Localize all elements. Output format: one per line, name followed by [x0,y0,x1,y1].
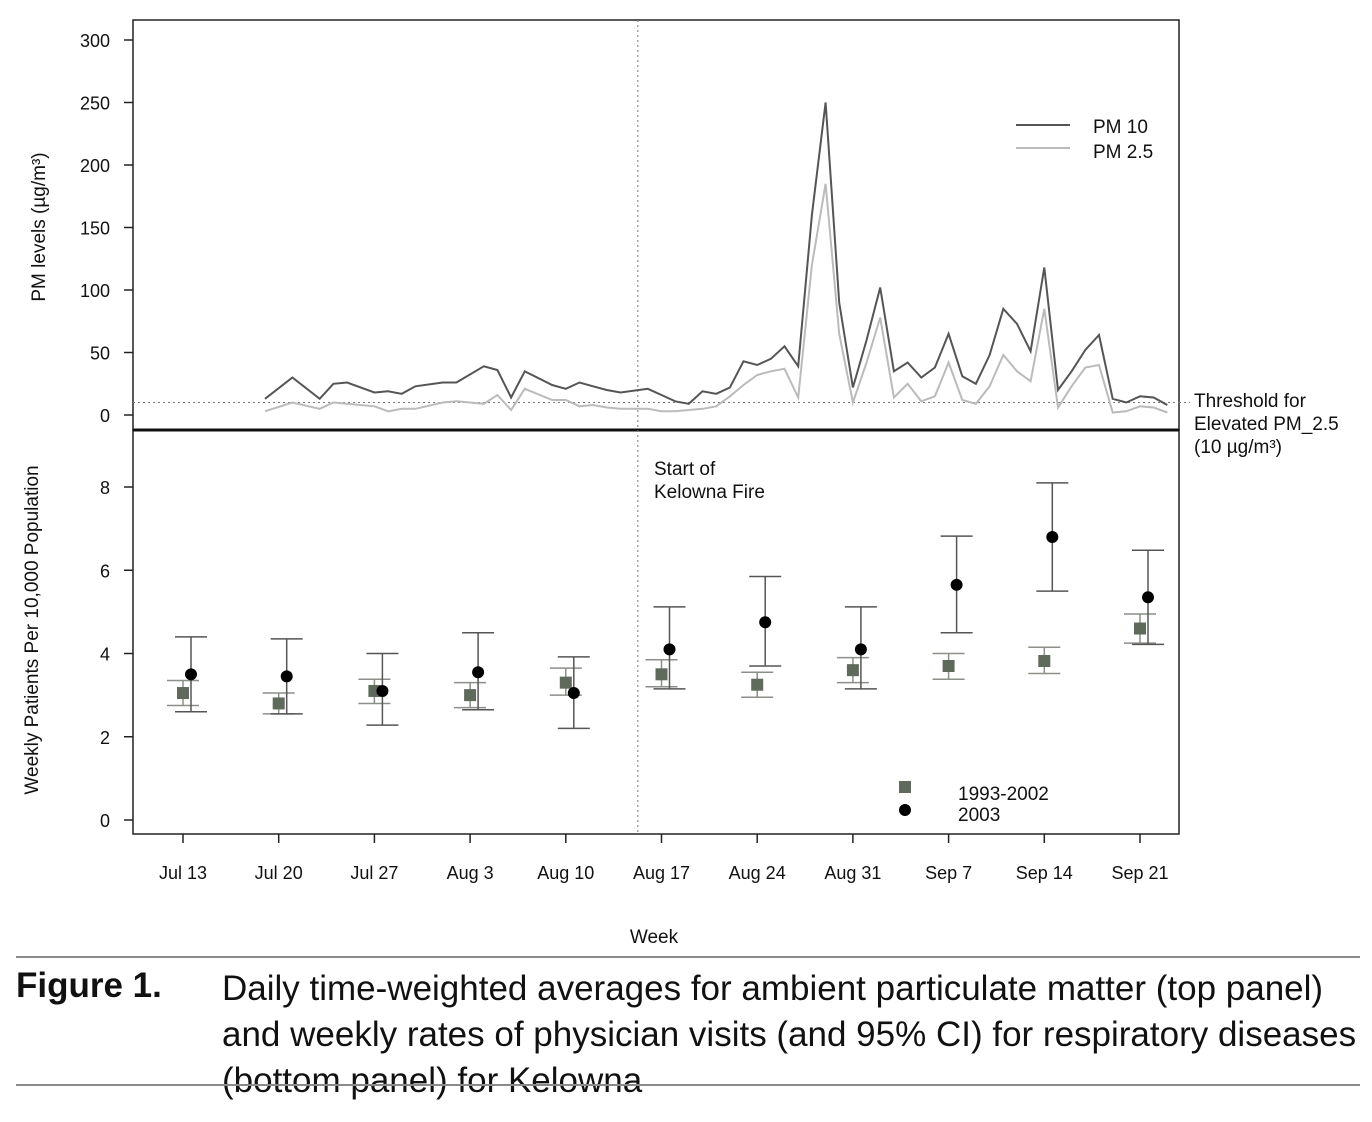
top-y-axis-title: PM levels (µg/m³) [29,152,50,301]
x-tick-label: Jul 13 [159,863,207,883]
x-tick-label: Aug 10 [537,863,594,883]
x-tick-label: Aug 31 [824,863,881,883]
x-tick-label: Jul 20 [255,863,303,883]
legend-label-pm10: PM 10 [1093,117,1148,138]
top-y-tick-label: 50 [90,344,110,364]
threshold-label-line2: Elevated PM_2.5 [1194,414,1339,435]
marker-circle-2003 [472,666,485,679]
marker-circle-2003 [1142,591,1154,604]
caption-label: Figure 1. [16,966,162,1005]
marker-circle-2003 [567,687,580,700]
bottom-y-axis-title: Weekly Patients Per 10,000 Population [22,465,43,794]
series-line-pm25 [264,183,1168,414]
threshold-label-line3: (10 µg/m³) [1194,437,1282,458]
fire-label-line1: Start of [654,459,716,480]
marker-circle-2003 [950,578,963,591]
marker-square-1993-2002 [272,697,285,710]
data-markers [177,530,1154,710]
threshold-label-line1: Threshold for [1194,391,1307,412]
marker-square-1993-2002 [655,668,668,681]
series-line-pm10 [264,102,1168,406]
legend-label-2003: 2003 [958,805,1000,826]
marker-square-1993-2002 [464,689,477,702]
marker-circle-2003 [185,668,197,681]
x-axis-title: Week [630,927,679,948]
marker-square-1993-2002 [942,659,955,672]
marker-circle-2003 [759,616,772,629]
legend-swatch-1993-2002 [899,781,911,793]
legend-swatch-2003 [899,804,911,816]
top-y-tick-label: 200 [80,156,110,176]
top-y-tick-label: 150 [80,219,110,239]
x-tick-label: Aug 3 [447,863,494,883]
legend-label-1993-2002: 1993-2002 [958,784,1049,805]
caption-text: Daily time-weighted averages for ambient… [222,969,1357,1100]
x-tick-label: Sep 14 [1016,863,1073,883]
marker-circle-2003 [1046,530,1059,543]
bottom-y-tick-label: 4 [100,645,110,665]
top-y-tick-label: 250 [80,94,110,114]
marker-square-1993-2002 [1134,622,1146,635]
marker-circle-2003 [280,670,293,683]
top-y-axis: 0 50 100 150 200 250 300 [80,31,133,426]
x-tick-label: Sep 21 [1111,863,1168,883]
top-y-tick-label: 0 [100,406,110,426]
top-panel-frame [132,19,1180,431]
marker-square-1993-2002 [559,676,572,689]
caption-rule-bottom [16,1084,1360,1086]
marker-square-1993-2002 [751,678,764,691]
legend-label-pm25: PM 2.5 [1093,142,1153,163]
bottom-y-tick-label: 2 [100,728,110,748]
x-tick-label: Sep 7 [925,863,972,883]
x-tick-label: Aug 24 [729,863,786,883]
marker-circle-2003 [376,684,389,697]
top-y-tick-label: 100 [80,281,110,301]
marker-square-1993-2002 [177,687,189,700]
top-y-tick-label: 300 [80,31,110,51]
bottom-x-axis: Jul 13 Jul 20 Jul 27 Aug 3 Aug 10 Aug 17 Aug 2… [159,834,1169,883]
bottom-y-tick-label: 0 [100,811,110,831]
marker-square-1993-2002 [1038,654,1051,667]
marker-circle-2003 [663,643,676,656]
fire-label-line2: Kelowna Fire [654,482,765,503]
marker-circle-2003 [854,643,867,656]
marker-square-1993-2002 [846,664,859,677]
x-tick-label: Jul 27 [350,863,398,883]
x-tick-label: Aug 17 [633,863,690,883]
bottom-y-tick-label: 6 [100,561,110,581]
bottom-y-tick-label: 8 [100,478,110,498]
bottom-y-axis: 0 2 4 6 8 [100,478,133,831]
error-bars [167,482,1164,730]
caption-rule-top [16,956,1360,958]
